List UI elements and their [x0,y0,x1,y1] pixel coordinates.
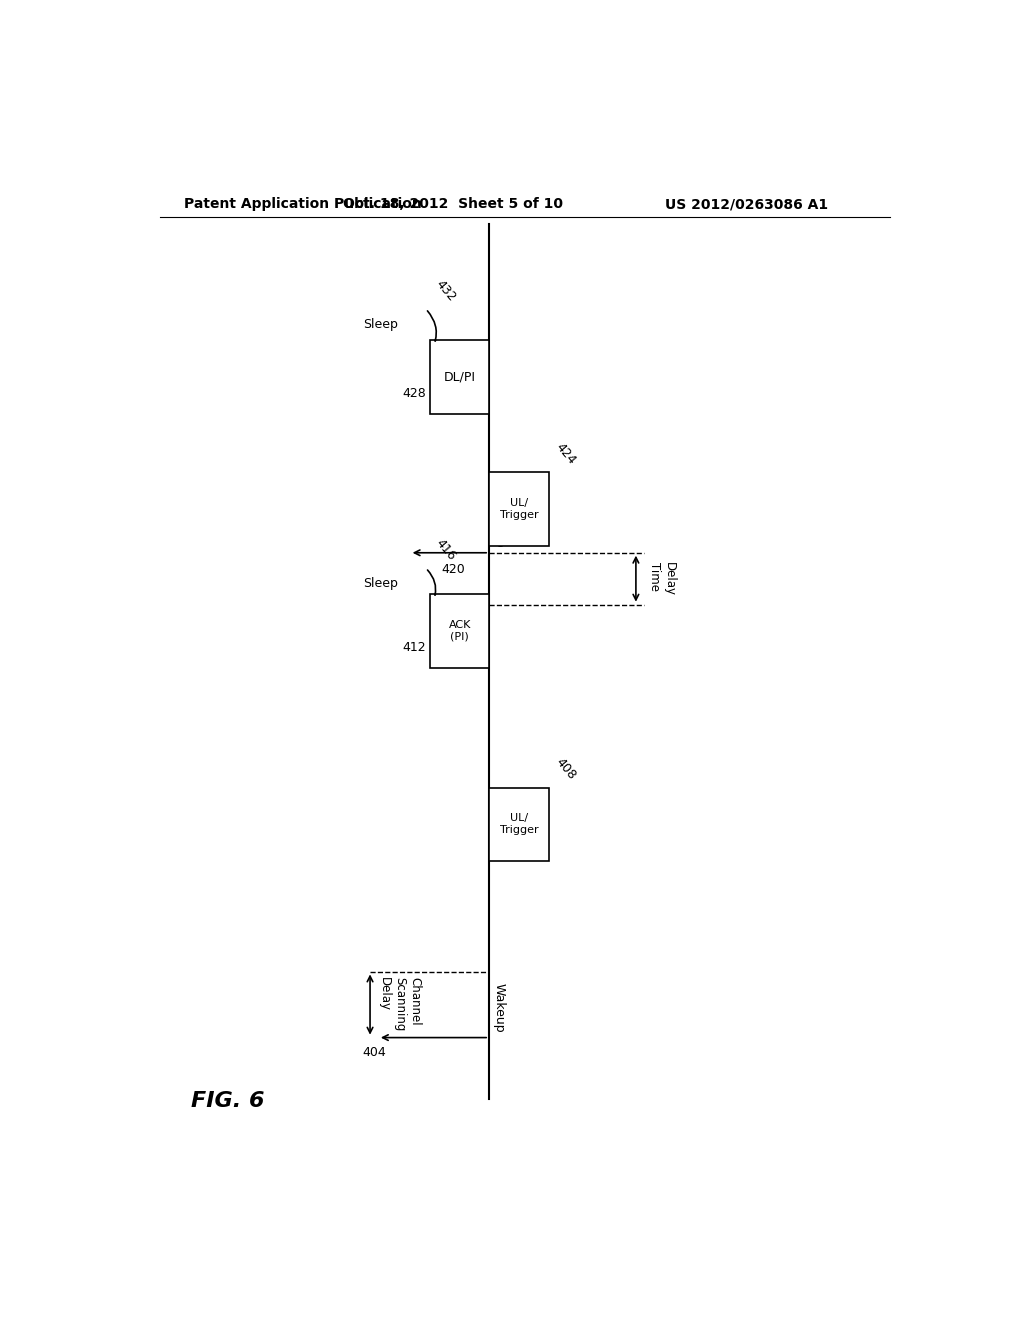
Text: Sleep: Sleep [362,318,397,330]
Text: UL/
Trigger: UL/ Trigger [500,498,539,520]
Text: Sleep: Sleep [362,577,397,590]
Text: 408: 408 [553,756,579,783]
Text: 416: 416 [433,536,458,562]
Text: ACK
(PI): ACK (PI) [449,620,471,642]
Text: 432: 432 [433,277,458,304]
Bar [430,341,489,413]
Text: Oct. 18, 2012  Sheet 5 of 10: Oct. 18, 2012 Sheet 5 of 10 [343,197,563,211]
FancyArrowPatch shape [427,312,436,341]
FancyArrowPatch shape [428,570,435,595]
Text: 404: 404 [362,1045,386,1059]
Text: Patent Application Publication: Patent Application Publication [183,197,421,211]
Bar [489,788,549,861]
Text: 424: 424 [553,441,579,467]
Text: 428: 428 [402,387,426,400]
Text: 412: 412 [402,642,426,655]
Bar [489,473,549,545]
Text: Delay
Time: Delay Time [648,562,676,595]
Text: FIG. 6: FIG. 6 [191,1090,265,1110]
Bar [430,594,489,668]
Text: Wakeup: Wakeup [493,498,505,548]
Text: DL/PI: DL/PI [443,371,476,383]
Text: 420: 420 [441,562,465,576]
Text: US 2012/0263086 A1: US 2012/0263086 A1 [666,197,828,211]
Text: Wakeup: Wakeup [493,983,505,1032]
Text: UL/
Trigger: UL/ Trigger [500,813,539,836]
Text: Channel
Scanning
Delay: Channel Scanning Delay [378,977,421,1032]
